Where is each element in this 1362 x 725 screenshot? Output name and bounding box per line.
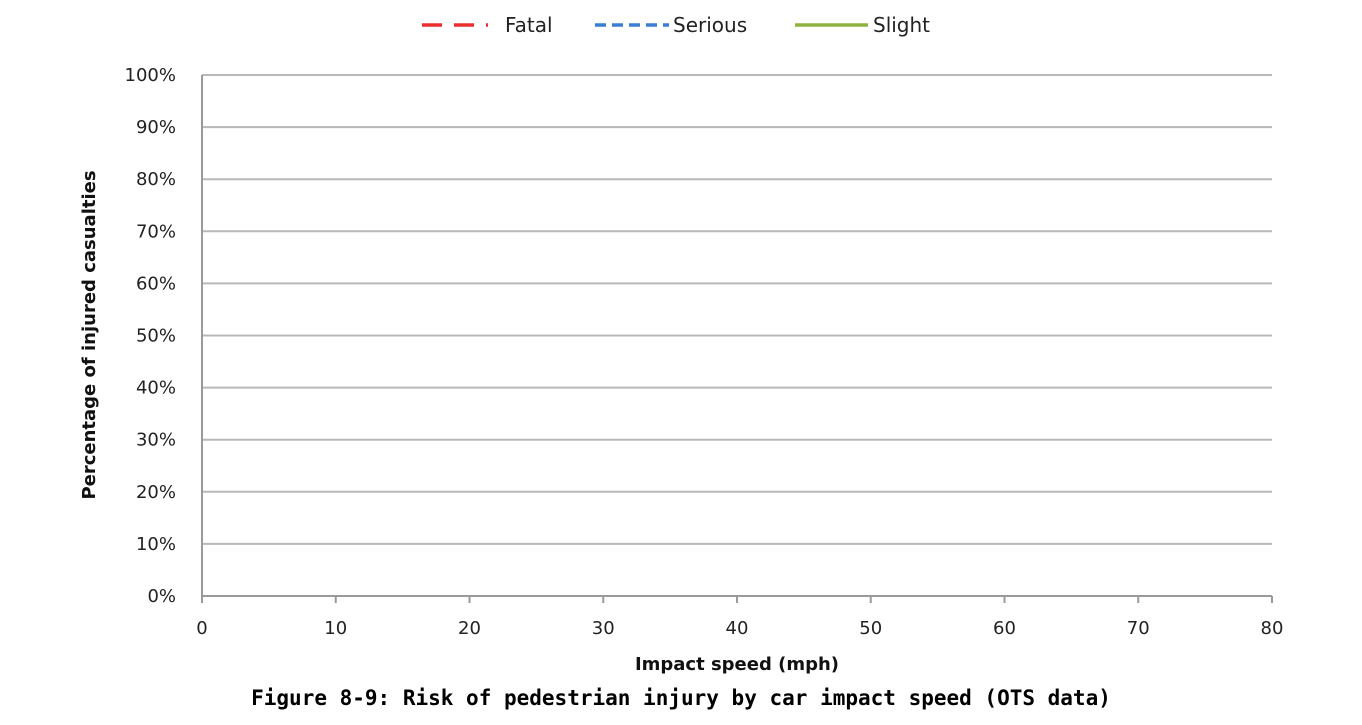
y-tick-label: 50% [136, 326, 176, 347]
legend-label: Fatal [505, 13, 553, 37]
y-tick-label: 40% [136, 378, 176, 399]
legend-label: Slight [873, 13, 930, 37]
legend-item-serious: Serious [595, 13, 747, 37]
x-axis [201, 596, 1273, 603]
x-axis-title: Impact speed (mph) [635, 654, 839, 675]
figure-caption: Figure 8-9: Risk of pedestrian injury by… [251, 686, 1111, 710]
y-tick-label: 90% [136, 117, 176, 138]
legend-item-slight: Slight [795, 13, 930, 37]
y-tick-label: 80% [136, 169, 176, 190]
x-tick-label: 50 [859, 618, 882, 639]
x-axis-tick-labels: 0 10 20 30 40 50 60 70 80 [196, 618, 1283, 639]
x-tick-label: 80 [1261, 618, 1284, 639]
legend-item-fatal: Fatal [422, 13, 553, 37]
x-tick-label: 20 [458, 618, 481, 639]
y-axis-tick-labels: 0% 10% 20% 30% 40% 50% 60% 70% 80% 90% 100% [125, 65, 176, 607]
x-tick-label: 30 [592, 618, 615, 639]
chart-gridlines [201, 74, 1272, 597]
y-tick-label: 100% [125, 65, 176, 86]
y-tick-label: 0% [147, 586, 176, 607]
x-tick-label: 10 [324, 618, 347, 639]
y-tick-label: 10% [136, 534, 176, 555]
y-tick-label: 30% [136, 430, 176, 451]
x-tick-label: 70 [1127, 618, 1150, 639]
y-tick-label: 20% [136, 482, 176, 503]
legend-label: Serious [673, 13, 747, 37]
y-axis-title: Percentage of injured casualties [79, 170, 100, 499]
x-tick-label: 0 [196, 618, 207, 639]
y-tick-label: 70% [136, 221, 176, 242]
chart-legend: Fatal Serious Slight [422, 13, 930, 37]
y-tick-label: 60% [136, 273, 176, 294]
x-tick-label: 60 [993, 618, 1016, 639]
x-tick-label: 40 [726, 618, 749, 639]
